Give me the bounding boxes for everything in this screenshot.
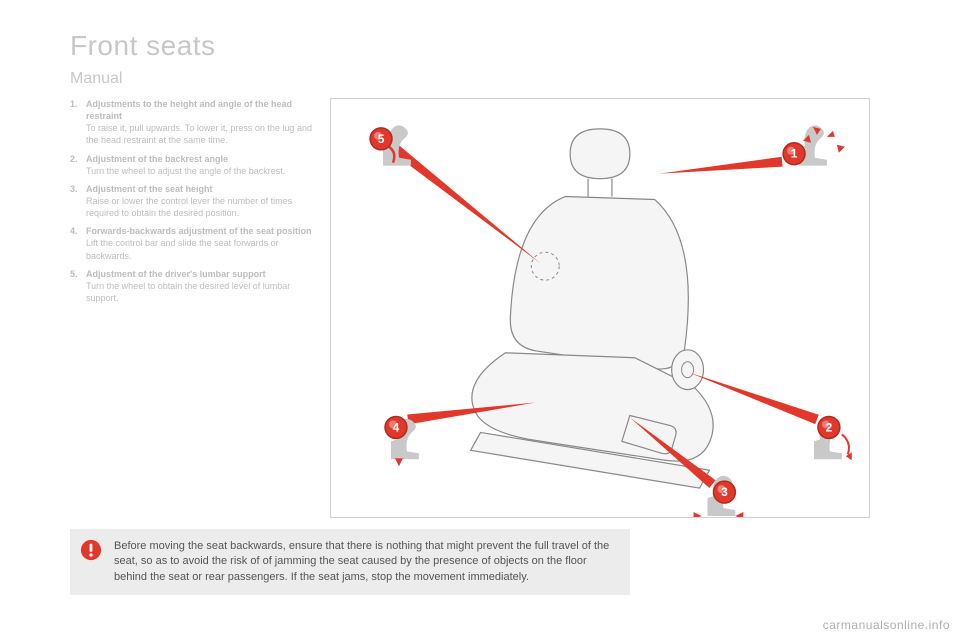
- instruction-title: Adjustments to the height and angle of t…: [86, 98, 320, 122]
- instruction-column: Adjustments to the height and angle of t…: [70, 98, 320, 518]
- instruction-item: Adjustment of the backrest angleTurn the…: [70, 153, 320, 177]
- instruction-title: Adjustment of the backrest angle: [86, 153, 320, 165]
- instruction-title: Forwards-backwards adjustment of the sea…: [86, 225, 320, 237]
- svg-text:4: 4: [393, 420, 400, 434]
- callout-1: 1: [660, 125, 845, 173]
- seat-diagram: 1 2 3 4 5: [330, 98, 870, 518]
- instruction-item: Adjustments to the height and angle of t…: [70, 98, 320, 147]
- instruction-list: Adjustments to the height and angle of t…: [70, 98, 320, 304]
- warning-note: Before moving the seat backwards, ensure…: [70, 529, 630, 595]
- svg-text:1: 1: [791, 147, 798, 161]
- diagram-column: 1 2 3 4 5: [330, 98, 910, 518]
- instruction-body: Lift the control bar and slide the seat …: [86, 237, 320, 261]
- svg-text:3: 3: [721, 485, 728, 499]
- instruction-item: Adjustment of the seat heightRaise or lo…: [70, 183, 320, 219]
- watermark: carmanualsonline.info: [823, 618, 950, 632]
- instruction-body: To raise it, pull upwards. To lower it, …: [86, 122, 320, 146]
- instruction-body: Turn the wheel to obtain the desired lev…: [86, 280, 320, 304]
- instruction-body: Turn the wheel to adjust the angle of th…: [86, 165, 320, 177]
- page-title: Front seats: [70, 30, 910, 62]
- callout-5: 5: [370, 125, 540, 263]
- page-subtitle: Manual: [70, 70, 910, 88]
- instruction-item: Adjustment of the driver's lumbar suppor…: [70, 268, 320, 304]
- callout-2: 2: [690, 373, 852, 461]
- instruction-item: Forwards-backwards adjustment of the sea…: [70, 225, 320, 261]
- instruction-title: Adjustment of the seat height: [86, 183, 320, 195]
- warning-text: Before moving the seat backwards, ensure…: [114, 540, 609, 583]
- svg-text:2: 2: [826, 420, 833, 434]
- instruction-body: Raise or lower the control lever the num…: [86, 195, 320, 219]
- warning-icon: [80, 539, 102, 561]
- instruction-title: Adjustment of the driver's lumbar suppor…: [86, 268, 320, 280]
- svg-text:5: 5: [378, 132, 385, 146]
- content-row: Adjustments to the height and angle of t…: [70, 98, 910, 518]
